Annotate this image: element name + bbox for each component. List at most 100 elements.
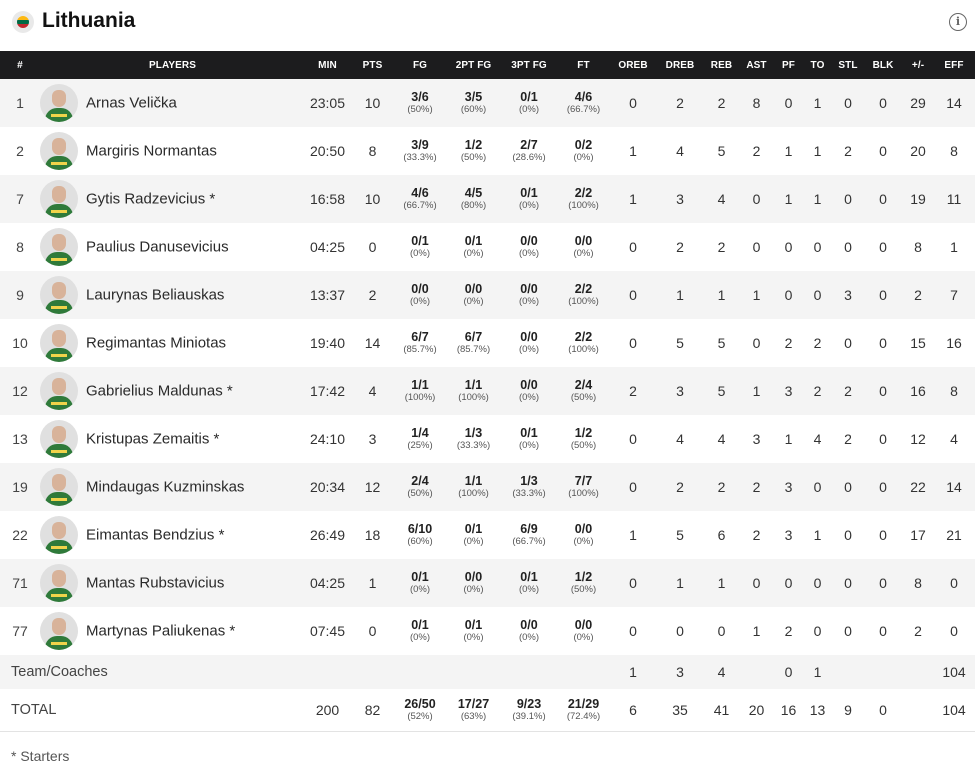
total-free-throws-made-attempted: 21/29	[567, 696, 600, 711]
player-cell[interactable]: Kristupas Zemaitis *	[40, 415, 305, 463]
stat-reb: 5	[717, 383, 726, 399]
player-row[interactable]: 7 Gytis Radzevicius * 16:58 10 4/6 (66.7%) 4/5…	[0, 175, 975, 223]
player-row[interactable]: 77 Martynas Paliukenas * 07:45 0 0/1 (0%) 0/1(…	[0, 607, 975, 655]
total-stat-blk: 0	[879, 701, 887, 718]
column-header-pts[interactable]: PTS	[362, 59, 383, 71]
jersey-number: 7	[16, 191, 24, 207]
total-free-throws: 21/29 (72.4%)	[556, 689, 611, 731]
player-name[interactable]: Mantas Rubstavicius	[86, 574, 225, 592]
player-cell[interactable]: Eimantas Bendzius *	[40, 511, 305, 559]
player-cell[interactable]: Laurynas Beliauskas	[40, 271, 305, 319]
three-point-fg-percentage: (0%)	[518, 584, 540, 595]
player-row[interactable]: 1 Arnas Velička 23:05 10 3/6 (50%) 3/5 (60%) 0/1…	[0, 79, 975, 127]
column-header-fg3[interactable]: 3PT FG	[511, 59, 547, 71]
player-name[interactable]: Gytis Radzevicius *	[86, 190, 216, 208]
player-name[interactable]: Mindaugas Kuzminskas	[86, 478, 245, 496]
player-avatar	[40, 612, 78, 650]
player-row[interactable]: 2 Margiris Normantas 20:50 8 3/9 (33.3%) 1/2 (5…	[0, 127, 975, 175]
column-header-ft[interactable]: FT	[577, 59, 590, 71]
field-goals: 4/6 (66.7%)	[395, 175, 445, 223]
column-header-fg[interactable]: FG	[412, 59, 428, 71]
stat-pf: 1	[784, 191, 793, 207]
player-cell[interactable]: Mantas Rubstavicius	[40, 559, 305, 607]
player-name[interactable]: Arnas Velička	[86, 94, 177, 112]
player-row[interactable]: 8 Paulius Danusevicius 04:25 0 0/1 (0%) 0/1 (0%…	[0, 223, 975, 271]
free-throws-percentage: (100%)	[568, 296, 599, 307]
stat-pm: 8	[914, 575, 922, 591]
free-throws-percentage: (0%)	[573, 248, 594, 259]
player-name[interactable]: Gabrielius Maldunas *	[86, 382, 233, 400]
player-name[interactable]: Eimantas Bendzius *	[86, 526, 225, 544]
stat-stl: 2	[844, 143, 852, 159]
player-avatar	[40, 324, 78, 362]
three-point-fg: 1/3 (33.3%)	[502, 463, 556, 511]
player-name[interactable]: Martynas Paliukenas *	[86, 622, 236, 640]
total-free-throws-percentage: (72.4%)	[566, 710, 601, 722]
stat-ast: 1	[752, 623, 761, 639]
column-header-players[interactable]: PLAYERS	[148, 59, 196, 71]
stat-dreb: 3	[676, 383, 684, 399]
player-cell[interactable]: Margiris Normantas	[40, 127, 305, 175]
column-header-eff[interactable]: EFF	[944, 59, 964, 71]
free-throws: 7/7 (100%)	[556, 463, 611, 511]
stat-eff: 16	[946, 335, 962, 351]
column-header-fg2[interactable]: 2PT FG	[455, 59, 492, 71]
player-cell[interactable]: Gabrielius Maldunas *	[40, 367, 305, 415]
player-name[interactable]: Margiris Normantas	[86, 142, 217, 160]
column-header-reb[interactable]: REB	[710, 59, 733, 71]
stat-pm: 19	[910, 191, 926, 207]
player-cell[interactable]: Regimantas Miniotas	[40, 319, 305, 367]
player-name[interactable]: Kristupas Zemaitis *	[86, 430, 220, 448]
player-cell[interactable]: Gytis Radzevicius *	[40, 175, 305, 223]
stat-pf: 0	[784, 575, 793, 591]
player-name[interactable]: Paulius Danusevicius	[86, 238, 229, 256]
column-header-pm[interactable]: +/-	[911, 59, 925, 71]
player-avatar	[40, 372, 78, 410]
player-cell[interactable]: Martynas Paliukenas *	[40, 607, 305, 655]
three-point-fg-made-attempted: 0/1	[520, 570, 538, 584]
three-point-fg-made-attempted: 0/1	[520, 90, 538, 104]
player-row[interactable]: 13 Kristupas Zemaitis * 24:10 3 1/4 (25%) 1/3(…	[0, 415, 975, 463]
stat-to: 1	[813, 191, 822, 207]
player-cell[interactable]: Arnas Velička	[40, 79, 305, 127]
player-row[interactable]: 19 Mindaugas Kuzminskas 20:34 12 2/4 (50%) 1/1…	[0, 463, 975, 511]
column-header-to[interactable]: TO	[810, 59, 825, 71]
three-point-fg-made-attempted: 0/1	[520, 186, 538, 200]
column-header-num[interactable]: #	[17, 59, 23, 71]
column-header-blk[interactable]: BLK	[872, 59, 894, 71]
stat-stl: 0	[844, 95, 852, 111]
free-throws: 2/2 (100%)	[556, 319, 611, 367]
stat-to: 0	[813, 479, 822, 495]
free-throws-made-attempted: 0/0	[574, 522, 593, 536]
two-point-fg: 0/1 (0%)	[445, 511, 502, 559]
player-row[interactable]: 9 Laurynas Beliauskas 13:37 2 0/0 (0%) 0/0 (0%)…	[0, 271, 975, 319]
column-header-stl[interactable]: STL	[838, 59, 858, 71]
player-name[interactable]: Laurynas Beliauskas	[86, 286, 225, 304]
stat-to: 2	[813, 383, 822, 399]
stat-oreb: 0	[629, 239, 637, 255]
player-row[interactable]: 10 Regimantas Miniotas 19:40 14 6/7 (85.7%) 6/…	[0, 319, 975, 367]
player-row[interactable]: 12 Gabrielius Maldunas * 17:42 4 1/1 (100%) 1/…	[0, 367, 975, 415]
player-cell[interactable]: Paulius Danusevicius	[40, 223, 305, 271]
column-header-pf[interactable]: PF	[782, 59, 795, 71]
stat-ast: 0	[752, 335, 761, 351]
player-row[interactable]: 22 Eimantas Bendzius * 26:49 18 6/10 (60%) 0/1…	[0, 511, 975, 559]
two-point-fg-made-attempted: 0/0	[464, 282, 483, 296]
player-cell[interactable]: Mindaugas Kuzminskas	[40, 463, 305, 511]
column-header-min[interactable]: MIN	[318, 59, 337, 71]
team-stat-ast	[738, 655, 775, 689]
column-header-oreb[interactable]: OREB	[618, 59, 648, 71]
stat-dreb: 5	[676, 335, 684, 351]
two-point-fg: 1/1 (100%)	[445, 463, 502, 511]
stat-dreb: 1	[676, 287, 684, 303]
player-avatar	[40, 516, 78, 554]
info-icon[interactable]: i	[949, 13, 967, 31]
free-throws-percentage: (66.7%)	[566, 104, 601, 115]
column-header-ast[interactable]: AST	[746, 59, 767, 71]
three-point-fg: 6/9 (66.7%)	[502, 511, 556, 559]
jersey-number: 77	[12, 623, 28, 639]
player-row[interactable]: 71 Mantas Rubstavicius 04:25 1 0/1 (0%) 0/0 (0%…	[0, 559, 975, 607]
player-avatar	[40, 228, 78, 266]
column-header-dreb[interactable]: DREB	[665, 59, 695, 71]
player-name[interactable]: Regimantas Miniotas	[86, 334, 227, 352]
